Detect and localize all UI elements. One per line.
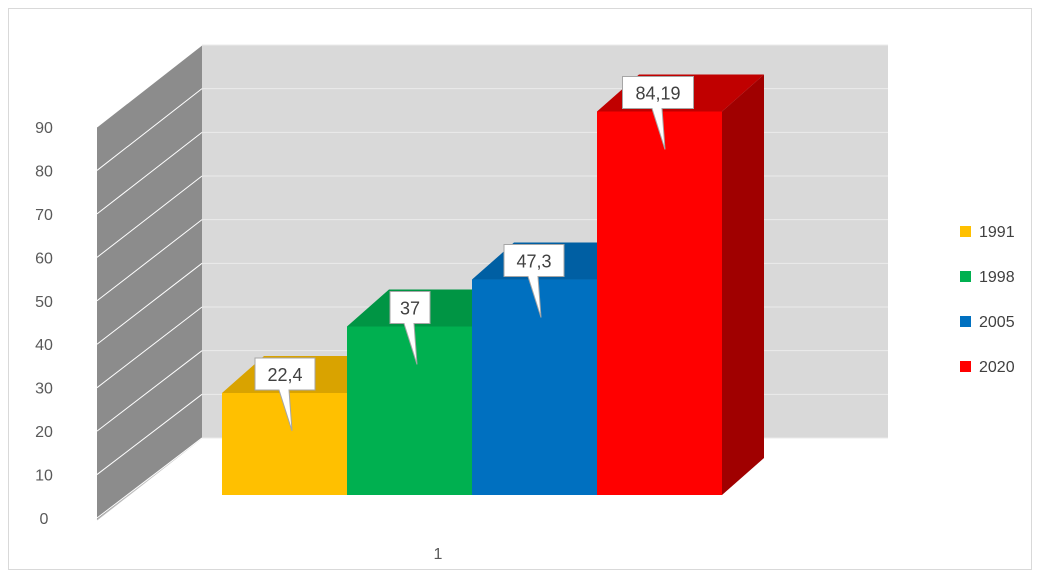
side-wall xyxy=(97,45,202,520)
y-tick-label: 20 xyxy=(35,424,53,441)
gridline-side xyxy=(96,437,203,519)
legend-entry-1998: 1998 xyxy=(979,269,1015,286)
bar-1998 xyxy=(347,326,472,495)
x-tick-label: 1 xyxy=(434,546,443,563)
gridline-side xyxy=(96,88,203,171)
y-tick-label: 10 xyxy=(35,468,53,485)
y-tick-label: 30 xyxy=(35,381,53,398)
bar-2005 xyxy=(472,279,597,495)
bar-1991 xyxy=(222,392,347,495)
gridline-side xyxy=(96,131,203,215)
legend-entry-2005: 2005 xyxy=(979,314,1015,331)
y-tick-label: 90 xyxy=(35,120,53,137)
y-tick-label: 80 xyxy=(35,163,53,180)
data-label-callout xyxy=(389,290,431,365)
y-tick-label: 0 xyxy=(40,511,49,528)
data-labels: 22,4 37 47,3 84,19 xyxy=(254,75,694,432)
y-axis-ticks: 0 10 20 30 40 50 60 70 80 90 xyxy=(35,120,53,528)
data-label-callout xyxy=(622,75,694,150)
y-tick-label: 50 xyxy=(35,294,53,311)
gridline-side xyxy=(96,306,203,389)
legend-swatch-1998 xyxy=(960,271,971,282)
data-label-callout xyxy=(503,244,565,318)
legend-swatch-1991 xyxy=(960,226,971,237)
gridline-side xyxy=(96,350,203,432)
legend-swatch-2005 xyxy=(960,316,971,327)
y-tick-label: 60 xyxy=(35,250,53,267)
data-label-callout xyxy=(254,357,316,432)
legend-swatch-2020 xyxy=(960,361,971,372)
data-label-text: 22,4 xyxy=(267,365,302,385)
y-tick-label: 40 xyxy=(35,337,53,354)
legend: 1991 1998 2005 2020 xyxy=(960,224,1015,376)
bar-2020 xyxy=(597,111,722,496)
y-tick-label: 70 xyxy=(35,207,53,224)
gridline-side xyxy=(96,262,203,345)
legend-entry-2020: 2020 xyxy=(979,359,1015,376)
data-label-text: 84,19 xyxy=(635,83,680,103)
data-label-text: 37 xyxy=(400,298,420,318)
legend-entry-1991: 1991 xyxy=(979,224,1015,241)
data-label-text: 47,3 xyxy=(516,252,551,272)
bar-side-2020 xyxy=(722,74,764,496)
gridline-side xyxy=(96,44,203,128)
gridline-side xyxy=(96,393,203,475)
gridline-side xyxy=(96,219,203,302)
gridline-side xyxy=(96,175,203,258)
